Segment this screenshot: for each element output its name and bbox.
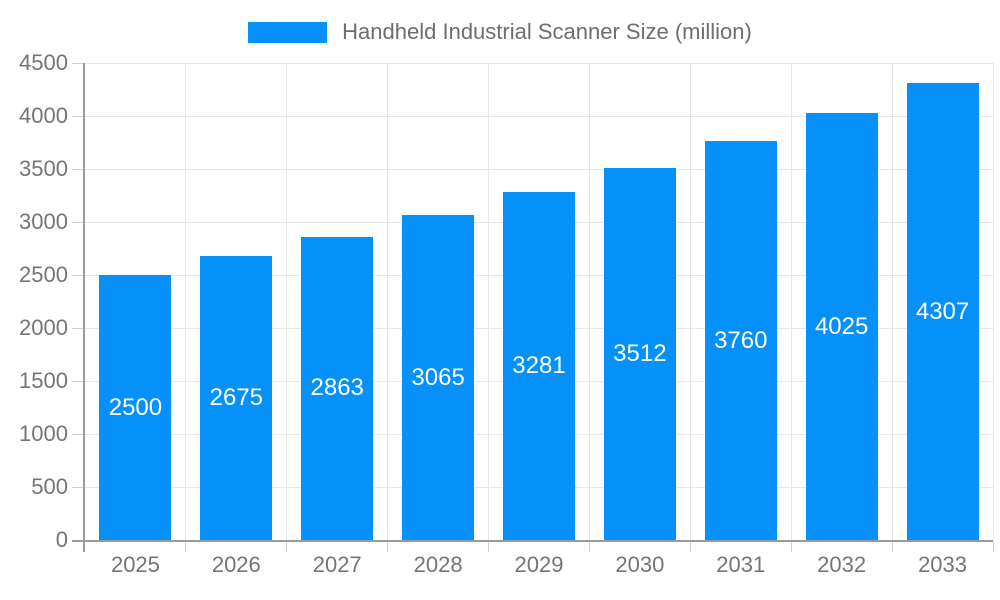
- bar-value-label: 3281: [512, 352, 566, 380]
- gridline: [85, 115, 993, 117]
- x-tick-label: 2030: [615, 552, 665, 577]
- bar-2028: 3065: [402, 215, 475, 540]
- bar-2029: 3281: [503, 192, 575, 540]
- bar-value-label: 4307: [915, 297, 970, 325]
- x-axis-line: [72, 540, 993, 542]
- y-tick-label: 2000: [19, 315, 68, 340]
- bar-2033: 4307: [906, 83, 979, 540]
- y-tick-label: 500: [31, 474, 68, 499]
- bar-2025: 2500: [99, 275, 172, 540]
- y-tick: [72, 327, 83, 329]
- bar-value-label: 2500: [108, 393, 163, 421]
- gridline: [689, 63, 691, 540]
- y-tick: [72, 115, 83, 117]
- y-tick: [72, 380, 83, 382]
- plot-area: 2500 2675 2863 3065 3281 3512 3760 4025 4307 0 50…: [19, 52, 994, 576]
- x-tick-label: 2026: [211, 552, 261, 577]
- gridline: [588, 63, 590, 540]
- legend-label: Handheld Industrial Scanner Size (millio…: [342, 19, 752, 44]
- y-tick-label: 1500: [19, 368, 68, 393]
- bar-value-label: 2863: [310, 374, 364, 402]
- gridline: [286, 63, 288, 540]
- bar-2031: 3760: [704, 141, 777, 540]
- gridline: [85, 168, 993, 170]
- legend-swatch: [248, 21, 328, 43]
- x-tick: [992, 542, 994, 552]
- gridline: [387, 63, 389, 540]
- gridline: [992, 63, 994, 540]
- x-tick: [689, 542, 691, 552]
- gridline: [488, 63, 490, 540]
- y-tick: [72, 486, 83, 488]
- y-tick: [72, 62, 83, 64]
- x-tick: [286, 542, 288, 552]
- bar-value-label: 4025: [814, 312, 869, 340]
- y-tick-label: 4500: [19, 50, 68, 75]
- x-tick-label: 2033: [918, 552, 968, 577]
- bar-value-label: 3065: [411, 363, 465, 391]
- gridline: [891, 63, 893, 540]
- y-tick-label: 2500: [19, 262, 68, 287]
- x-tick-label: 2027: [312, 552, 362, 577]
- x-tick-label: 2031: [716, 552, 766, 577]
- y-tick: [72, 433, 83, 435]
- y-tick-label: 1000: [19, 421, 68, 446]
- x-tick: [588, 542, 590, 552]
- bar-2030: 3512: [603, 167, 676, 540]
- y-tick: [72, 168, 83, 170]
- gridline: [790, 63, 792, 540]
- bar-value-label: 3760: [714, 326, 768, 354]
- gridline: [185, 63, 187, 540]
- x-tick-label: 2032: [817, 552, 867, 577]
- bar-2026: 2675: [200, 256, 273, 540]
- y-tick-label: 3000: [19, 209, 68, 234]
- y-tick: [72, 274, 83, 276]
- x-tick: [488, 542, 490, 552]
- y-axis-line: [83, 63, 85, 552]
- y-tick: [72, 221, 83, 223]
- y-tick-label: 3500: [19, 156, 68, 181]
- x-tick-label: 2028: [413, 552, 463, 577]
- x-tick-label: 2025: [110, 552, 160, 577]
- gridline: [85, 62, 993, 64]
- bar-2027: 2863: [301, 236, 374, 540]
- x-tick: [891, 542, 893, 552]
- bar-value-label: 3512: [613, 339, 667, 367]
- x-tick: [790, 542, 792, 552]
- y-tick-label: 0: [55, 527, 68, 552]
- legend[interactable]: Handheld Industrial Scanner Size (millio…: [0, 19, 1000, 45]
- x-tick-label: 2029: [514, 552, 564, 577]
- bar-value-label: 2675: [209, 384, 264, 412]
- x-tick: [387, 542, 389, 552]
- bar-2032: 4025: [805, 113, 878, 540]
- y-tick-label: 4000: [19, 103, 68, 128]
- x-tick: [185, 542, 187, 552]
